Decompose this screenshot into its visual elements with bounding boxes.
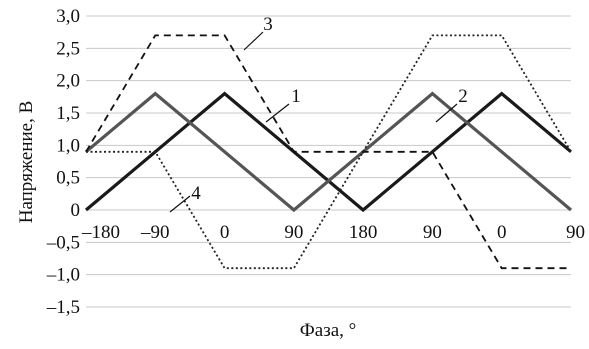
x-axis-title: Фаза, ° <box>300 320 356 341</box>
series-lines <box>84 34 573 270</box>
y-tick-label: 0,5 <box>56 168 80 189</box>
y-tick-label: 3,0 <box>56 6 80 27</box>
x-tick-label: 0 <box>220 222 230 243</box>
y-tick-label: 2,0 <box>56 71 80 92</box>
y-tick-label: 1,5 <box>56 103 80 124</box>
grid-lines <box>86 15 571 308</box>
x-tick-label: –90 <box>140 222 170 243</box>
series-line-1 <box>84 91 573 213</box>
curve-label-2: 2 <box>458 86 468 107</box>
y-tick-label: –0,5 <box>46 232 80 253</box>
curve-labels: 1 2 3 4 <box>191 14 468 204</box>
series-line-3 <box>85 34 571 270</box>
x-tick-label: 90 <box>284 222 303 243</box>
x-tick-labels: –180 –90 0 90 180 90 0 90 <box>81 222 585 243</box>
x-tick-label: 90 <box>423 222 442 243</box>
x-tick-label: 0 <box>497 222 507 243</box>
x-tick-label: –180 <box>81 222 120 243</box>
series-line-4 <box>86 34 572 270</box>
curve-label-1: 1 <box>291 86 301 107</box>
curve-label-leaders <box>169 31 458 213</box>
curve-label-3: 3 <box>263 14 273 35</box>
y-tick-label: 0 <box>71 200 81 221</box>
y-tick-label: –1,0 <box>46 265 80 286</box>
y-tick-label: 2,5 <box>56 38 80 59</box>
y-tick-labels: 3,0 2,5 2,0 1,5 1,0 0,5 0 –0,5 –1,0 –1,5 <box>46 6 80 318</box>
x-tick-label: 90 <box>566 222 585 243</box>
y-axis-title: Напряжение, В <box>16 101 37 224</box>
leader-line <box>265 103 290 123</box>
leader-line <box>169 195 191 213</box>
y-tick-label: –1,5 <box>46 297 80 318</box>
leader-line <box>435 103 458 123</box>
series-line-2 <box>84 91 573 213</box>
x-tick-label: 180 <box>349 222 378 243</box>
leader-line <box>243 31 264 51</box>
y-tick-label: 1,0 <box>56 135 80 156</box>
curve-label-4: 4 <box>191 183 201 204</box>
